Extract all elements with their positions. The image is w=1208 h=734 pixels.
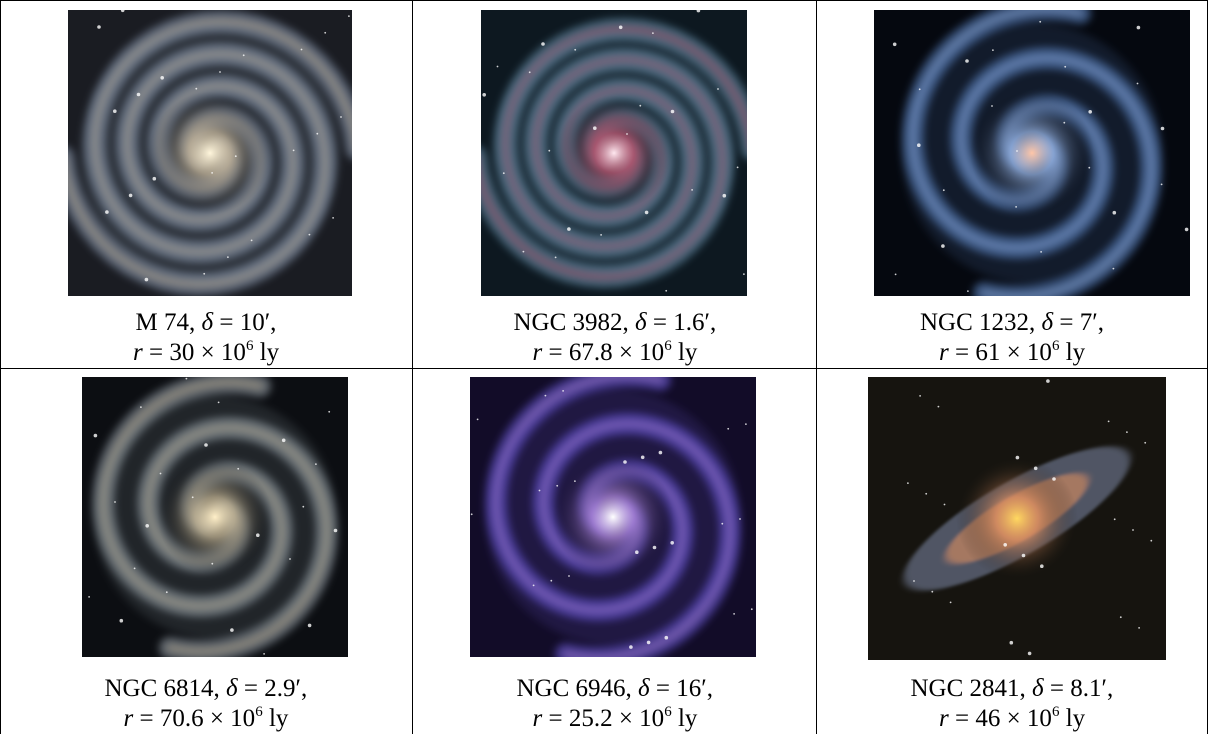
caption-part: = 16′, (656, 675, 713, 702)
caption-part: 6 (1052, 704, 1060, 720)
caption-part: = 7′, (1059, 309, 1104, 336)
galaxy-image (68, 10, 352, 296)
galaxy-image (868, 377, 1166, 660)
caption-part: ly (1066, 705, 1085, 732)
caption-part: NGC 1232, (920, 309, 1035, 336)
caption-part: δ (1032, 675, 1044, 702)
galaxy-image (481, 10, 747, 296)
caption-part: M 74, (136, 309, 196, 336)
caption-part: δ (1042, 309, 1054, 336)
border (412, 0, 413, 734)
caption-part: = 10′, (219, 309, 276, 336)
galaxy-image (874, 10, 1190, 296)
caption-part: = 2.9′, (244, 675, 307, 702)
caption-part: δ (638, 675, 650, 702)
caption-part: δ (635, 309, 647, 336)
caption-part: 6 (664, 338, 672, 354)
caption-line: r = 25.2 × 106 ly (533, 704, 698, 734)
caption-part: = 70.6 × 10 (139, 705, 255, 732)
caption-part: 6 (664, 704, 672, 720)
caption-part: = 67.8 × 10 (548, 339, 664, 366)
caption-part: = 46 × 10 (955, 705, 1052, 732)
border (0, 0, 1208, 1)
caption-part: NGC 3982, (514, 309, 629, 336)
caption-part: = 61 × 10 (955, 339, 1052, 366)
caption-part: ly (269, 705, 288, 732)
caption-line: r = 46 × 106 ly (939, 704, 1085, 734)
caption-line: r = 61 × 106 ly (939, 338, 1085, 368)
caption-part: 6 (246, 338, 254, 354)
caption-line: NGC 2841, δ = 8.1′, (911, 674, 1114, 704)
caption-part: r (133, 339, 143, 366)
caption-part: r (533, 339, 543, 366)
caption-line: r = 70.6 × 106 ly (124, 704, 289, 734)
caption-part: δ (226, 675, 238, 702)
caption-part: r (124, 705, 134, 732)
galaxy-image (82, 377, 348, 657)
caption-part: = 25.2 × 10 (548, 705, 664, 732)
caption-part: r (533, 705, 543, 732)
caption-line: NGC 3982, δ = 1.6′, (514, 308, 717, 338)
caption-part: 6 (1052, 338, 1060, 354)
caption-part: ly (1066, 339, 1085, 366)
caption-part: ly (678, 705, 697, 732)
caption-part: δ (201, 309, 213, 336)
caption-part: r (939, 339, 949, 366)
border (0, 368, 1208, 369)
caption-line: NGC 1232, δ = 7′, (920, 308, 1104, 338)
border (816, 0, 817, 734)
caption-part: r (939, 705, 949, 732)
caption-part: 6 (255, 704, 263, 720)
caption-line: NGC 6946, δ = 16′, (517, 674, 714, 704)
caption-part: NGC 6814, (105, 675, 220, 702)
border (0, 0, 1, 734)
caption-line: r = 67.8 × 106 ly (533, 338, 698, 368)
caption-part: = 8.1′, (1050, 675, 1113, 702)
caption-part: NGC 6946, (517, 675, 632, 702)
caption-part: ly (678, 339, 697, 366)
caption-line: r = 30 × 106 ly (133, 338, 279, 368)
caption-part: = 1.6′, (653, 309, 716, 336)
caption-line: M 74, δ = 10′, (136, 308, 277, 338)
caption-part: ly (260, 339, 279, 366)
caption-part: NGC 2841, (911, 675, 1026, 702)
caption-part: = 30 × 10 (149, 339, 246, 366)
caption-line: NGC 6814, δ = 2.9′, (105, 674, 308, 704)
galaxy-table: M 74, δ = 10′,r = 30 × 106 lyNGC 3982, δ… (0, 0, 1208, 734)
galaxy-image (470, 377, 756, 657)
